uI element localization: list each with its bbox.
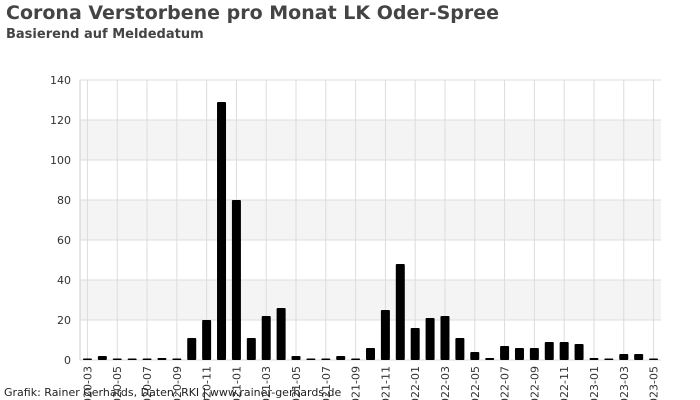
bar-2021-05: [291, 356, 301, 360]
bar-2023-01: [589, 358, 599, 360]
chart-subtitle: Basierend auf Meldedatum: [6, 27, 204, 42]
y-tick-label: 40: [57, 274, 71, 287]
x-tick-label: 2021-03: [260, 366, 273, 400]
y-tick-label: 140: [50, 74, 71, 87]
grid-band: [80, 120, 661, 160]
bar-2023-04: [634, 354, 644, 360]
x-tick-label: 2022-01: [409, 366, 422, 400]
bar-2020-09: [172, 358, 182, 360]
bar-2022-05: [470, 352, 480, 360]
chart-title: Corona Verstorbene pro Monat LK Oder-Spr…: [6, 2, 500, 24]
bar-2022-01: [410, 328, 420, 360]
y-axis-ticks: 0 20 40 60 80 100 120 140: [50, 74, 71, 367]
x-tick-label: 2021-07: [320, 366, 333, 400]
x-tick-label: 2021-11: [379, 366, 392, 400]
x-tick-label: 2021-09: [350, 366, 363, 400]
bar-2023-02: [604, 358, 614, 360]
y-tick-label: 120: [50, 114, 71, 127]
bar-2021-06: [306, 358, 316, 360]
x-tick-label: 2023-01: [588, 366, 601, 400]
x-tick-label: 2020-09: [171, 366, 184, 400]
bar-2021-07: [321, 358, 331, 360]
source-credit: Grafik: Rainer Gerhards, Daten: RKI | ww…: [4, 386, 342, 399]
bar-2022-04: [455, 338, 465, 360]
bar-2021-11: [380, 310, 390, 360]
bar-2020-10: [187, 338, 197, 360]
x-axis-ticks: 2020-03 2020-05 2020-07 2020-09 2020-11 2021-…: [81, 366, 660, 400]
x-tick-label: 2020-03: [81, 366, 94, 400]
y-tick-label: 60: [57, 234, 71, 247]
x-tick-label: 2022-09: [528, 366, 541, 400]
bar-2022-09: [529, 348, 539, 360]
y-tick-label: 20: [57, 314, 71, 327]
bar-2021-09: [351, 358, 361, 360]
bar-2020-03: [82, 358, 92, 360]
x-tick-label: 2023-05: [648, 366, 661, 400]
grid-band: [80, 200, 661, 240]
x-tick-label: 2021-05: [290, 366, 303, 400]
x-tick-label: 2022-03: [439, 366, 452, 400]
bar-2022-02: [425, 318, 435, 360]
bar-2021-01: [231, 200, 241, 360]
bar-2021-10: [366, 348, 375, 360]
bar-2020-04: [97, 356, 107, 360]
vertical-gridlines: [79, 80, 655, 360]
bar-2020-07: [142, 358, 152, 360]
bar-2023-05: [649, 358, 659, 360]
bar-2020-08: [157, 358, 167, 360]
y-tick-label: 80: [57, 194, 71, 207]
y-tick-label: 0: [64, 354, 71, 367]
y-tick-label: 100: [50, 154, 71, 167]
x-tick-label: 2022-05: [469, 366, 482, 400]
bar-2022-12: [574, 344, 584, 360]
x-tick-label: 2021-01: [230, 366, 243, 400]
x-tick-label: 2022-11: [558, 366, 571, 400]
grid-band: [80, 280, 661, 320]
bar-2021-04: [276, 308, 286, 360]
x-tick-label: 2023-03: [618, 366, 631, 400]
x-tick-label: 2022-07: [499, 366, 512, 400]
x-tick-label: 2020-11: [201, 366, 214, 400]
bar-2022-11: [559, 342, 569, 360]
bar-2021-12: [395, 264, 405, 360]
bar-2022-07: [500, 346, 510, 360]
x-tick-label: 2020-07: [141, 366, 154, 400]
bar-2020-12: [217, 102, 227, 360]
grid-bands: [80, 120, 661, 320]
bar-2022-03: [440, 316, 450, 360]
bar-2022-06: [485, 358, 495, 360]
x-tick-label: 2020-05: [111, 366, 124, 400]
bar-2020-06: [127, 358, 137, 360]
bar-2021-08: [336, 356, 346, 360]
bar-2023-03: [619, 354, 629, 360]
bar-2022-10: [544, 342, 554, 360]
bars: [82, 102, 659, 360]
bar-2021-02: [246, 338, 256, 360]
bar-2021-03: [261, 316, 271, 360]
bar-2020-05: [112, 358, 122, 360]
bar-2020-11: [202, 320, 212, 360]
bar-2022-08: [514, 348, 524, 360]
